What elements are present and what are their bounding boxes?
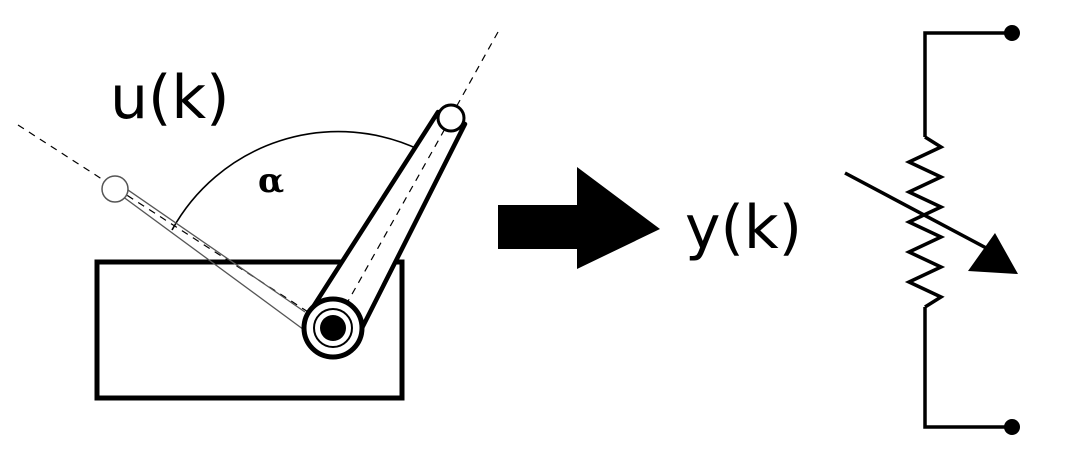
- ghost-arm-tip-circle: [101, 175, 129, 203]
- pivot-dot: [320, 315, 346, 341]
- right-arrow: [498, 167, 660, 269]
- angle-label: α: [258, 161, 284, 201]
- variable-resistor-symbol: [844, 25, 1020, 435]
- top-lead: [923, 31, 1010, 137]
- ghost-arm: [101, 175, 316, 339]
- variable-arrow-head: [968, 233, 1018, 274]
- output-label: y(k): [685, 193, 802, 263]
- bottom-terminal-dot: [1004, 419, 1020, 435]
- variable-arrow-shaft: [844, 171, 991, 252]
- input-label: u(k): [110, 63, 230, 133]
- angle-arc: [171, 130, 421, 231]
- axis-line-left: [17, 124, 334, 329]
- lever-mechanism: u(k) α: [17, 31, 499, 401]
- active-arm-tip-circle: [436, 103, 466, 133]
- resistor-zigzag: [904, 135, 946, 309]
- top-terminal-dot: [1004, 25, 1020, 41]
- bottom-lead: [923, 307, 1010, 429]
